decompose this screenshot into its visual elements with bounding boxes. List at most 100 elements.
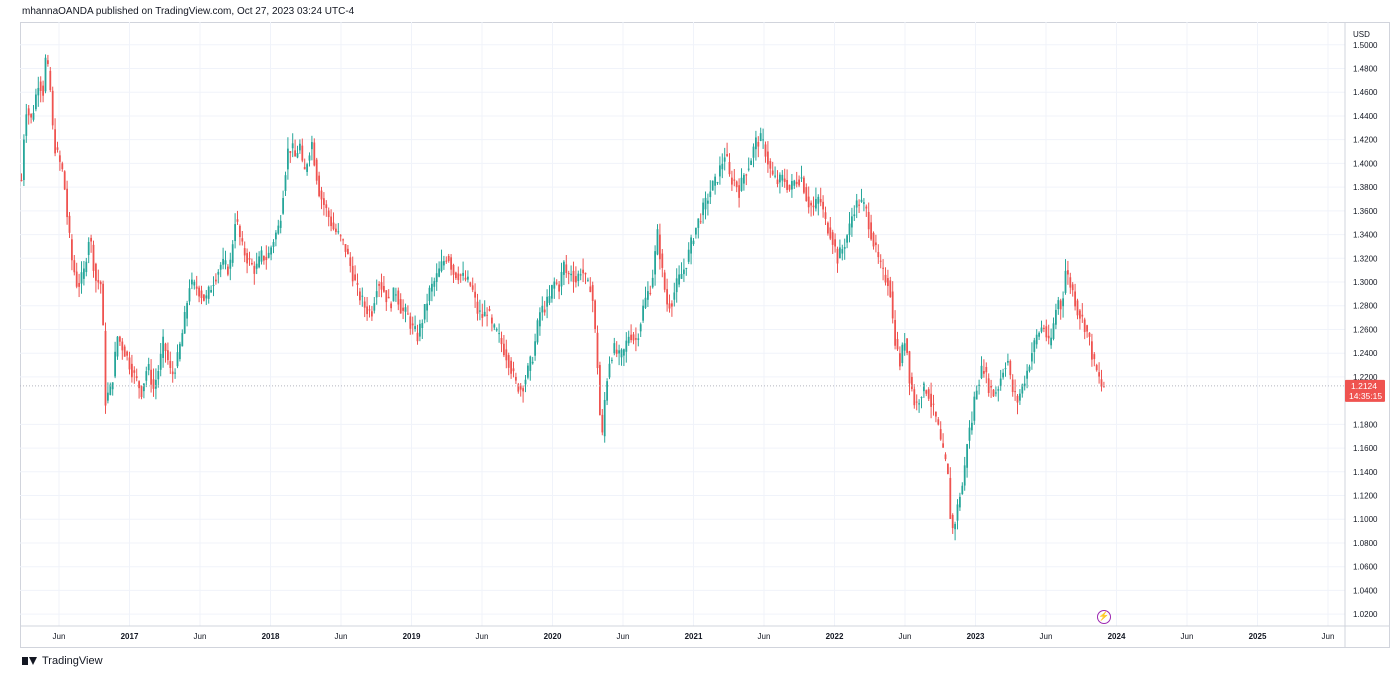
candles [20, 54, 1105, 541]
candle-body [1093, 354, 1096, 360]
candle-body [193, 281, 196, 286]
candle-body [815, 199, 817, 209]
candlestick-chart[interactable]: 1.5000 1.4800 1.4600 1.4400 1.4200 1.4000 1.38… [20, 22, 1390, 648]
candle-body [447, 255, 450, 262]
candle-body [483, 311, 486, 317]
candle-body [433, 281, 436, 287]
candle-body [971, 422, 973, 431]
candle-body [798, 179, 800, 186]
candle-body [138, 381, 140, 389]
candle-body [179, 343, 181, 360]
candle-body [217, 271, 220, 275]
candle-body [327, 210, 330, 218]
candle-body [1059, 300, 1062, 310]
tradingview-logo-icon [22, 656, 38, 666]
candle-body [270, 247, 272, 255]
x-tick-label: Jun [335, 632, 348, 641]
candle-body [721, 163, 724, 170]
candle-body [642, 305, 644, 321]
candle-body [769, 161, 772, 169]
candle-body [817, 196, 820, 204]
candle-body [500, 338, 503, 345]
candle-body [620, 349, 623, 358]
candle-body [495, 328, 498, 331]
candle-body [392, 287, 395, 302]
candle-body [452, 264, 455, 275]
candle-body [78, 282, 80, 287]
candle-body [37, 87, 40, 96]
candle-body [906, 338, 908, 353]
candle-body [1002, 372, 1004, 378]
candle-body [467, 276, 469, 280]
candle-body [224, 260, 227, 265]
lightning-icon[interactable]: ⚡ [1097, 610, 1111, 624]
candle-body [464, 277, 467, 280]
candle-body [426, 303, 428, 311]
candle-body [954, 523, 956, 530]
candle-body [351, 265, 354, 282]
candle-body [594, 300, 596, 330]
candle-body [539, 312, 541, 327]
candle-body [915, 401, 918, 403]
y-tick-label: 1.3600 [1353, 207, 1378, 216]
x-tick-label: Jun [617, 632, 630, 641]
candle-body [459, 274, 462, 276]
candle-body [875, 242, 877, 246]
candle-body [661, 253, 664, 268]
y-tick-label: 1.1400 [1353, 468, 1378, 477]
candle-body [570, 273, 572, 276]
candle-body [666, 289, 668, 305]
candle-body [1083, 319, 1086, 332]
candle-body [479, 310, 481, 312]
candle-body [759, 133, 762, 141]
candle-body [623, 349, 625, 356]
y-tick-label: 1.0400 [1353, 586, 1378, 595]
candle-body [200, 290, 203, 299]
candle-body [378, 284, 380, 286]
candle-body [786, 180, 788, 190]
candle-body [507, 355, 510, 368]
candle-body [992, 389, 995, 397]
y-tick-label: 1.4400 [1353, 112, 1378, 121]
candle-body [1040, 327, 1043, 332]
candle-body [699, 221, 702, 223]
candle-body [800, 177, 803, 179]
countdown-label: 14:35:15 [1349, 391, 1382, 401]
last-price-label: 1.2124 [1351, 381, 1377, 391]
candle-body [519, 386, 522, 390]
candle-body [311, 142, 313, 150]
candle-body [1079, 310, 1081, 319]
candle-body [409, 316, 412, 329]
candle-body [757, 141, 760, 147]
candle-body [1091, 341, 1093, 360]
candle-body [515, 376, 517, 381]
x-tick-label: 2018 [262, 632, 280, 641]
candle-body [51, 90, 54, 126]
candle-body [368, 309, 371, 311]
candle-body [164, 343, 167, 352]
candle-body [375, 291, 378, 298]
candle-body [32, 112, 35, 120]
y-tick-label: 1.3000 [1353, 278, 1378, 287]
candle-body [397, 290, 400, 305]
y-tick-label: 1.4600 [1353, 88, 1378, 97]
candle-body [445, 260, 448, 262]
candle-body [687, 249, 690, 262]
candle-body [323, 198, 325, 205]
y-tick-label: 1.2800 [1353, 302, 1378, 311]
candle-body [611, 359, 613, 361]
candle-body [123, 346, 126, 357]
x-tick-label: Jun [1040, 632, 1053, 641]
candle-body [536, 320, 539, 343]
candle-body [1055, 309, 1057, 325]
candle-body [961, 485, 964, 495]
x-tick-label: Jun [899, 632, 912, 641]
candle-body [704, 197, 707, 210]
y-tick-label: 1.0600 [1353, 563, 1378, 572]
candle-body [762, 139, 764, 141]
candle-body [675, 278, 678, 293]
x-tick-label: 2024 [1108, 632, 1126, 641]
candle-body [135, 376, 138, 379]
candle-body [231, 244, 234, 263]
tradingview-footer[interactable]: TradingView [22, 655, 103, 667]
